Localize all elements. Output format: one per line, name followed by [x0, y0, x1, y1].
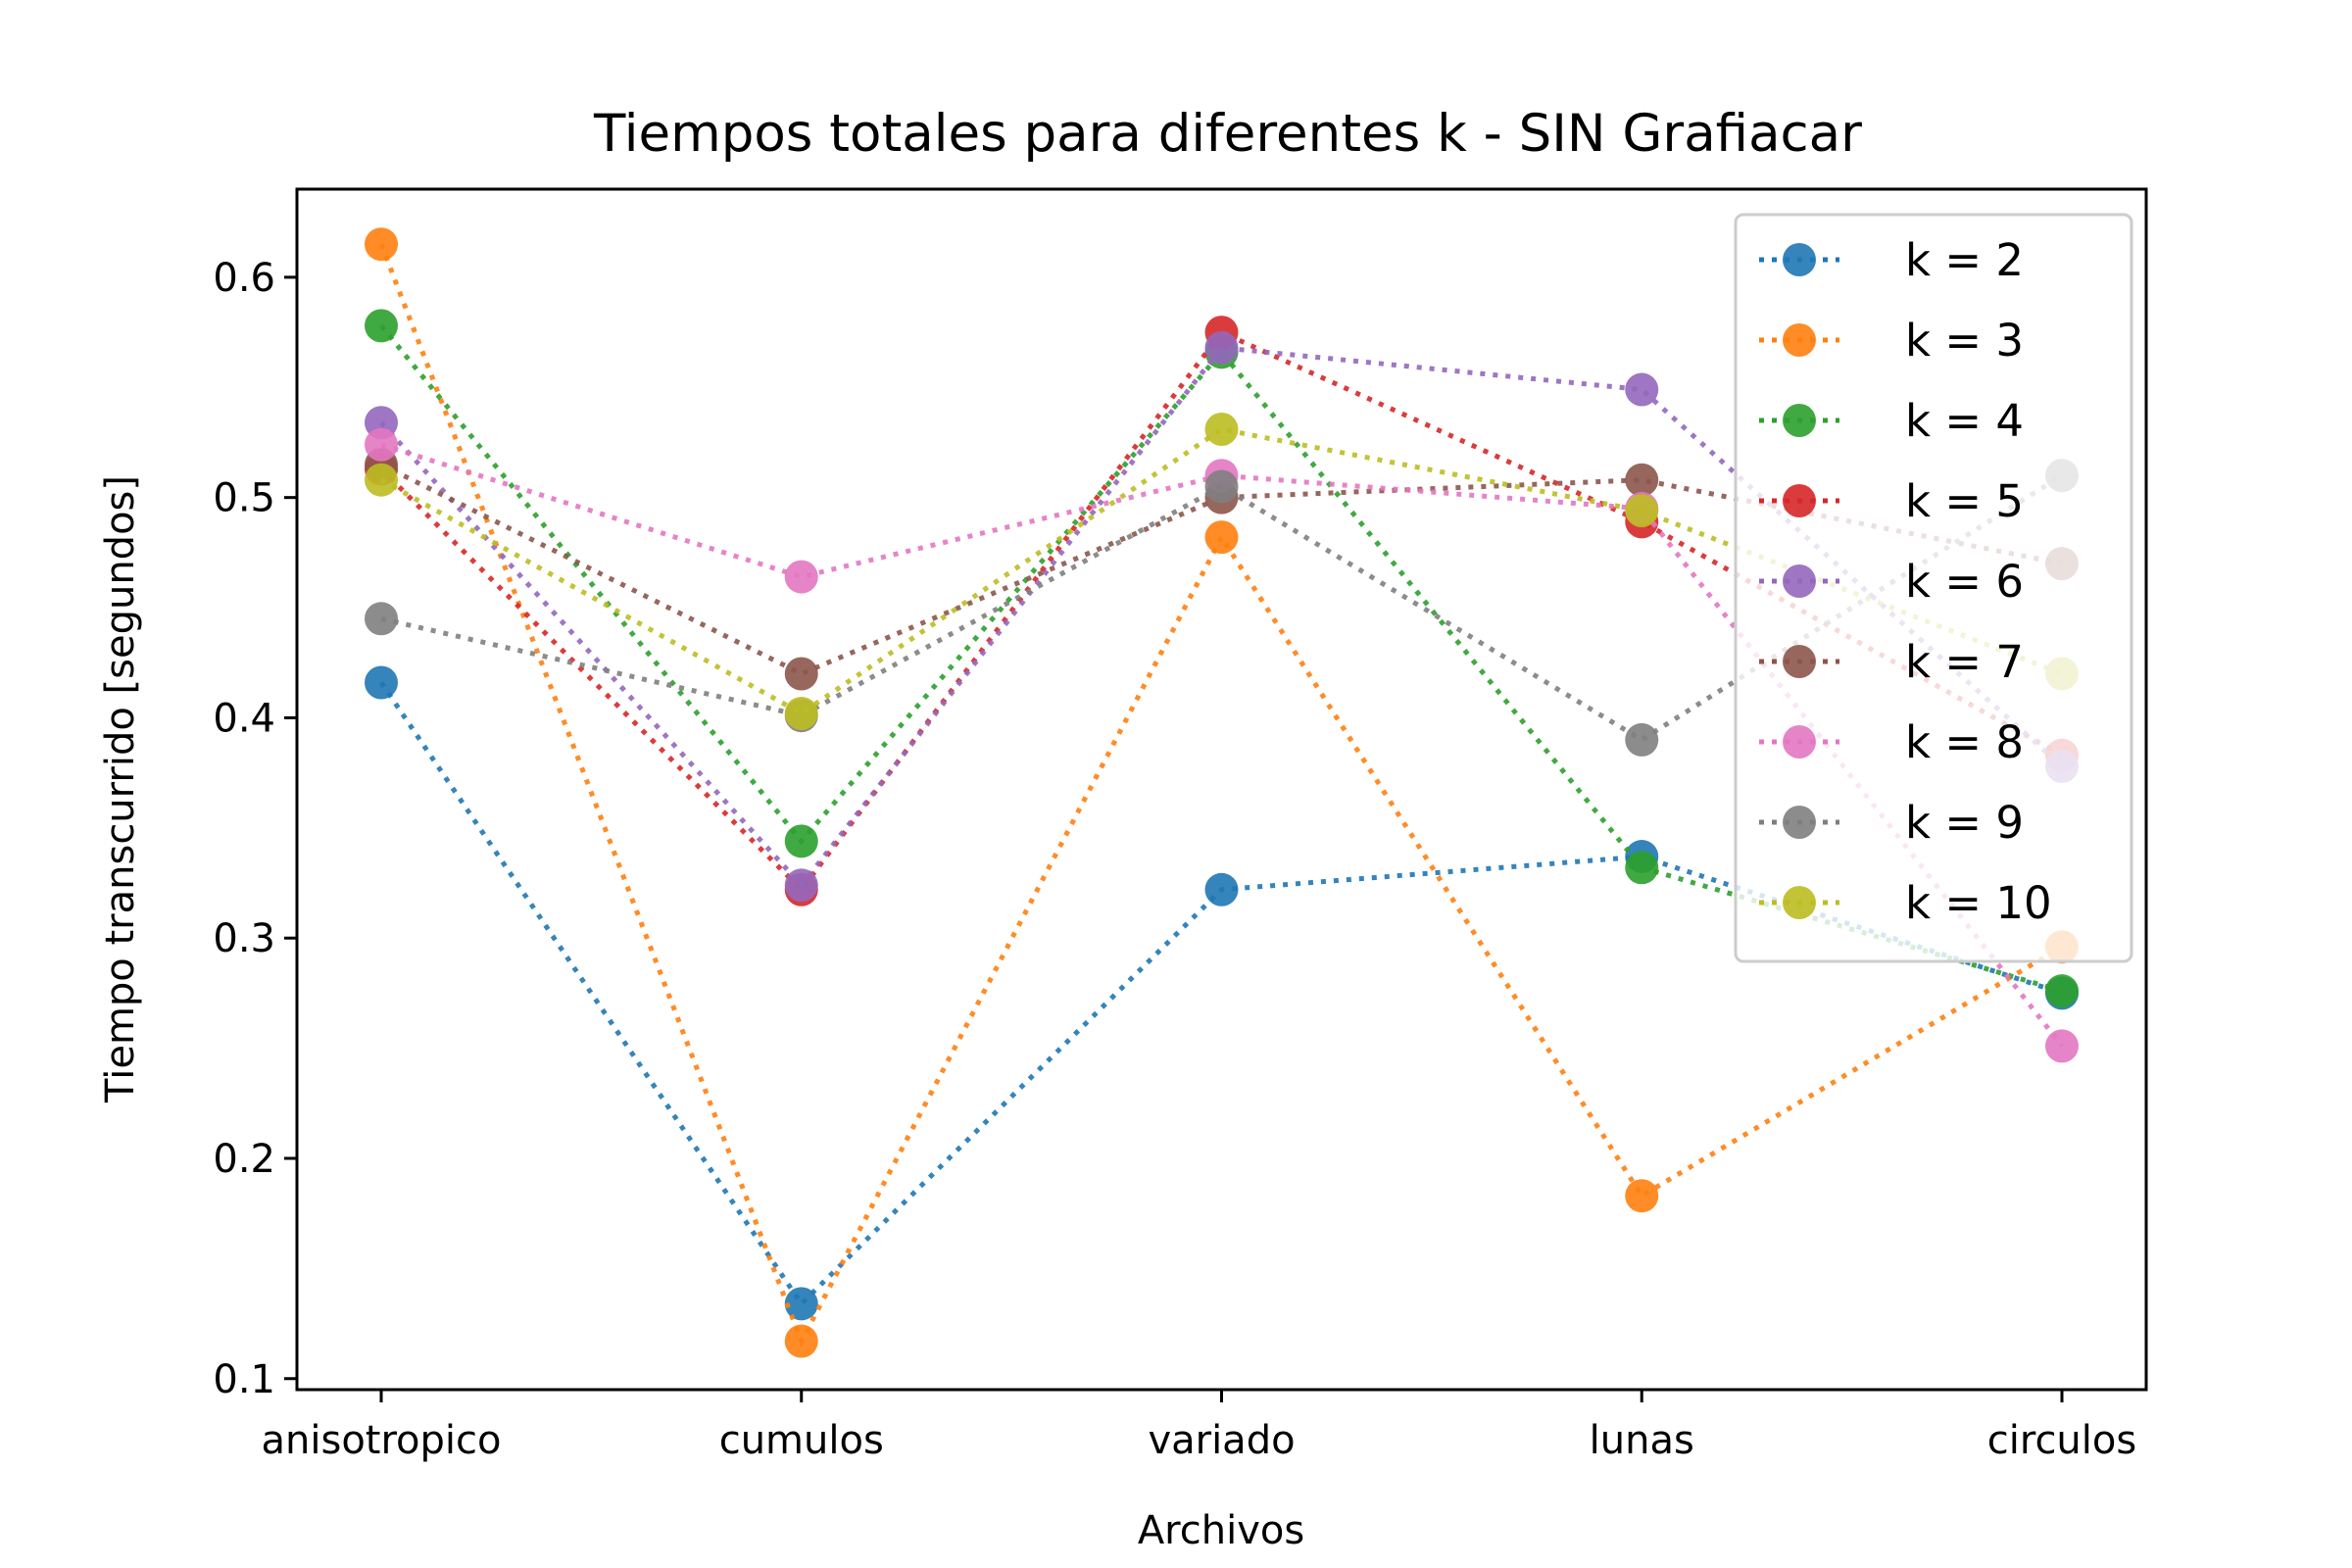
legend-item: k = 2 [1759, 234, 2024, 286]
legend-item: k = 3 [1759, 315, 2024, 367]
legend-marker [1783, 886, 1816, 919]
legend-item: k = 9 [1759, 797, 2024, 849]
y-axis: 0.1 0.2 0.3 0.4 0.5 0.6 [213, 256, 297, 1402]
legend-marker [1783, 645, 1816, 678]
x-tick-label-anisotropico: anisotropico [262, 1418, 502, 1463]
legend-item: k = 10 [1759, 877, 2052, 929]
legend-item: k = 6 [1759, 556, 2024, 608]
data-point [1204, 413, 1239, 446]
data-point [784, 824, 818, 858]
data-point [784, 868, 818, 903]
data-point [365, 309, 398, 343]
data-point [784, 560, 818, 594]
data-point [365, 463, 398, 497]
legend-item: k = 8 [1759, 716, 2024, 768]
data-point [1625, 494, 1659, 528]
series-line [380, 442, 2064, 1048]
data-point [1625, 1179, 1659, 1213]
data-point [784, 657, 818, 691]
data-point [1625, 372, 1659, 407]
legend-marker [1783, 484, 1816, 517]
legend-label: k = 7 [1905, 636, 2024, 688]
data-point [365, 427, 398, 462]
x-tick-label-variado: variado [1148, 1418, 1295, 1463]
legend-label: k = 5 [1905, 475, 2024, 527]
chart-title: Tiempos totales para diferentes k - SIN … [593, 104, 1862, 164]
legend-box [1734, 213, 2133, 963]
data-point [784, 1287, 818, 1321]
legend-marker [1783, 725, 1816, 759]
data-point [1625, 851, 1659, 885]
y-tick-label: 0.4 [213, 696, 275, 741]
legend-label: k = 2 [1905, 234, 2024, 286]
legend-marker [1783, 806, 1816, 839]
legend-label: k = 9 [1905, 797, 2024, 849]
legend-item: k = 4 [1759, 395, 2024, 447]
y-tick-label: 0.3 [213, 916, 275, 961]
legend-item: k = 7 [1759, 636, 2024, 688]
legend-label: k = 4 [1905, 395, 2024, 447]
legend-label: k = 10 [1905, 877, 2052, 929]
data-point [2045, 974, 2079, 1008]
legend-item: k = 5 [1759, 475, 2024, 527]
data-point [784, 696, 818, 730]
data-point [365, 602, 398, 636]
series-line [379, 426, 2063, 716]
data-point [1625, 722, 1659, 757]
legend-label: k = 8 [1905, 716, 2024, 768]
data-point [1204, 330, 1239, 365]
x-tick-label-cumulos: cumulos [719, 1418, 884, 1463]
legend-marker [1783, 404, 1816, 437]
legend-marker [1783, 564, 1816, 598]
data-point [365, 665, 398, 700]
legend: k = 2 k = 3 k = 4 k = 5 k = 6 k = 7 k = 8 k = 9… [1734, 213, 2133, 963]
legend-marker [1783, 323, 1816, 357]
legend-label: k = 6 [1905, 556, 2024, 608]
data-point [1625, 463, 1659, 497]
data-point [1204, 520, 1239, 555]
x-axis-title: Archivos [1138, 1508, 1304, 1553]
y-axis-title: Tiempo transcurrido [segundos] [98, 475, 143, 1103]
series-5 [365, 330, 2079, 903]
data-point [365, 227, 398, 262]
x-tick-label-circulos: circulos [1987, 1418, 2136, 1463]
y-tick-label: 0.2 [213, 1137, 275, 1182]
x-tick-label-lunas: lunas [1590, 1418, 1694, 1463]
data-point [1204, 469, 1239, 504]
y-tick-label: 0.5 [213, 476, 275, 521]
y-tick-label: 0.1 [213, 1357, 275, 1402]
data-point [1204, 872, 1239, 906]
legend-label: k = 3 [1905, 315, 2024, 367]
legend-marker [1783, 243, 1816, 276]
data-point [784, 1324, 818, 1358]
data-point [2045, 1029, 2079, 1063]
y-tick-label: 0.6 [213, 256, 275, 301]
x-axis: anisotropico cumulos variado lunas circulos [262, 1390, 2136, 1463]
